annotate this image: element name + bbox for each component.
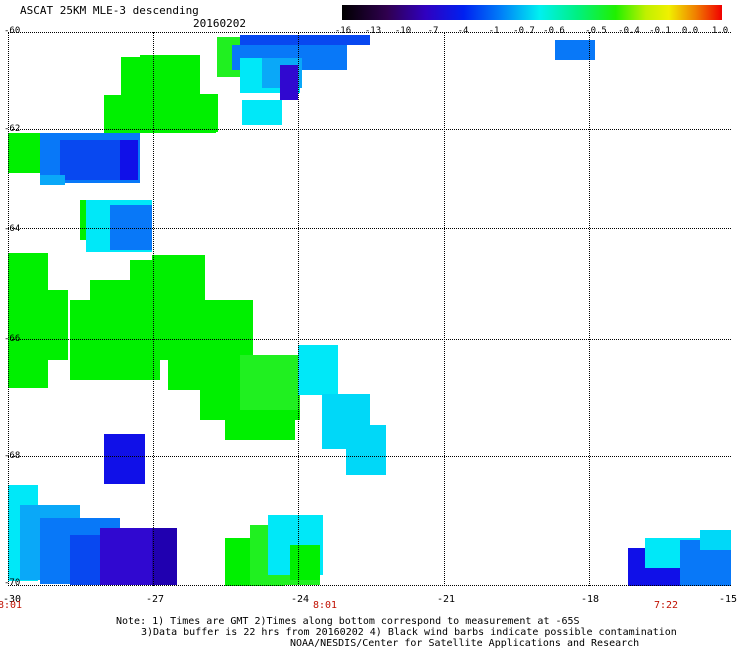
color-scale-label: -7: [427, 26, 439, 36]
color-scale-label: -13: [364, 26, 382, 36]
color-scale-label: -0.1: [649, 26, 671, 36]
swath-cell: [242, 100, 282, 125]
color-scale-label: -0.6: [543, 26, 565, 36]
swath-cell: [700, 530, 731, 550]
longitude-gridline: [8, 32, 9, 586]
map-plot-area: [8, 32, 731, 586]
longitude-label: -30: [2, 594, 22, 605]
swath-cell: [555, 40, 595, 60]
swath-cell: [280, 65, 298, 100]
swath-cell: [104, 434, 145, 484]
latitude-label: -70: [4, 578, 21, 588]
latitude-gridline: [8, 456, 731, 457]
color-scale-label: 1.0: [711, 26, 729, 36]
latitude-label: -66: [4, 334, 21, 344]
swath-cell: [177, 94, 218, 132]
longitude-gridline: [153, 32, 154, 586]
longitude-label: -24: [290, 594, 310, 605]
latitude-label: -60: [4, 26, 21, 36]
color-scale-label: 0.0: [681, 26, 699, 36]
map-title: ASCAT 25KM MLE-3 descending: [20, 4, 199, 17]
swath-cell: [40, 175, 65, 185]
latitude-gridline: [8, 129, 731, 130]
longitude-label: -18: [580, 594, 600, 605]
color-scale-label: -0.4: [618, 26, 640, 36]
color-scale-label: -0.5: [585, 26, 607, 36]
longitude-gridline: [589, 32, 590, 586]
longitude-gridline: [444, 32, 445, 586]
color-scale-label: -1: [488, 26, 500, 36]
swath-cell: [346, 425, 386, 475]
swath-cell: [110, 205, 152, 250]
longitude-label: -21: [436, 594, 456, 605]
time-label-left: 8:01: [0, 600, 23, 611]
note-line-1: Note: 1) Times are GMT 2)Times along bot…: [116, 616, 580, 627]
swath-cell: [120, 140, 138, 180]
swath-cell: [140, 55, 200, 97]
latitude-gridline: [8, 228, 731, 229]
color-scale-bar: [342, 5, 722, 20]
swath-cell: [240, 35, 370, 45]
time-label-right: 7:22: [653, 600, 679, 611]
latitude-gridline: [8, 32, 731, 33]
latitude-label: -68: [4, 451, 21, 461]
longitude-label: -27: [145, 594, 165, 605]
swath-cell: [60, 140, 130, 180]
swath-cell: [290, 545, 320, 580]
swath-cell: [152, 528, 177, 585]
latitude-gridline: [8, 585, 731, 586]
time-label-middle: 8:01: [312, 600, 338, 611]
color-scale-label: -4: [457, 26, 469, 36]
longitude-gridline: [298, 32, 299, 586]
color-scale-label: -0.7: [513, 26, 535, 36]
map-date: 20160202: [193, 17, 246, 30]
latitude-label: -64: [4, 224, 21, 234]
note-line-2: 3)Data buffer is 22 hrs from 20160202 4)…: [141, 627, 677, 638]
latitude-label: -62: [4, 124, 21, 134]
swath-cell: [8, 133, 43, 173]
swath-cell: [298, 345, 338, 395]
swath-cell: [240, 355, 300, 410]
color-scale-label: -10: [394, 26, 412, 36]
latitude-gridline: [8, 339, 731, 340]
swath-cell: [8, 290, 68, 360]
color-scale-label: -16: [334, 26, 352, 36]
longitude-label: -15: [718, 594, 738, 605]
note-line-3: NOAA/NESDIS/Center for Satellite Applica…: [290, 638, 640, 649]
